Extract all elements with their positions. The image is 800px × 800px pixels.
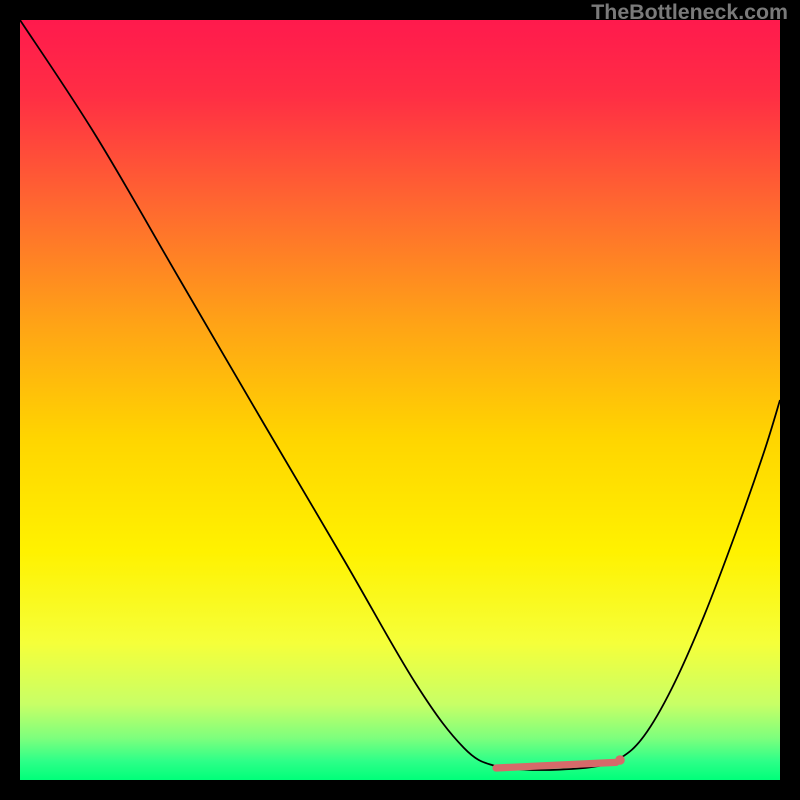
frame-right [780,0,800,800]
gradient-background [20,20,780,780]
watermark-text: TheBottleneck.com [591,0,788,25]
chart-svg [0,0,800,800]
optimal-range-endpoint [615,755,625,765]
frame-bottom [0,780,800,800]
frame-left [0,0,20,800]
